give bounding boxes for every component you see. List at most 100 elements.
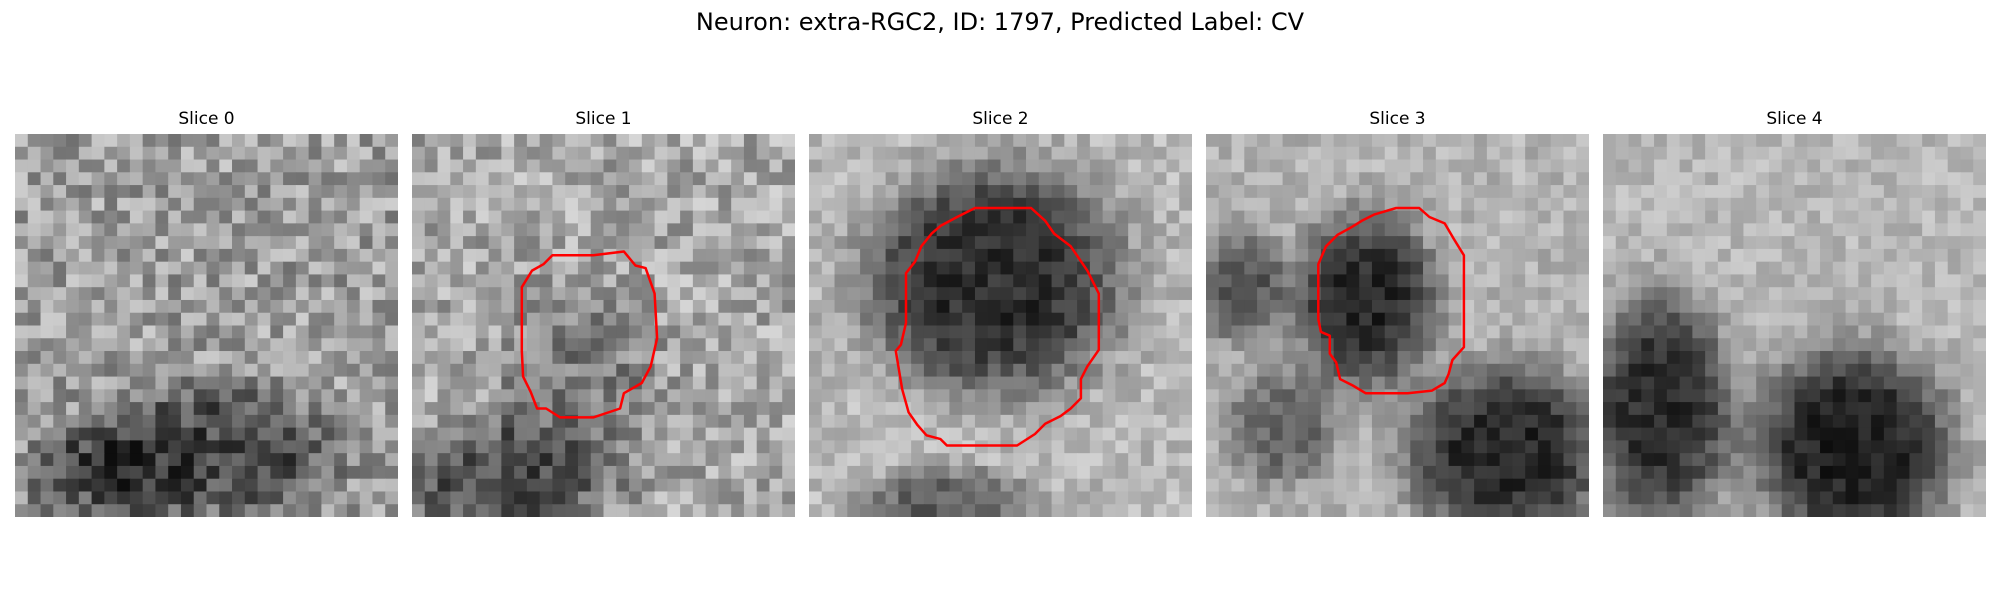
pixel: [359, 274, 374, 288]
pixel: [1934, 491, 1949, 505]
pixel: [847, 287, 861, 301]
pixel: [705, 185, 719, 199]
pixel: [577, 312, 592, 327]
pixel: [731, 197, 745, 212]
pixel: [1512, 376, 1526, 390]
pixel: [898, 172, 912, 186]
pixel: [53, 134, 67, 148]
pixel: [1333, 325, 1348, 339]
pixel: [168, 146, 182, 161]
pixel: [424, 223, 439, 237]
pixel: [1883, 351, 1898, 365]
pixel: [27, 491, 42, 505]
pixel: [539, 363, 554, 378]
pixel: [1269, 261, 1284, 276]
pixel: [616, 159, 630, 173]
pixel: [346, 338, 361, 352]
pixel: [654, 261, 668, 276]
pixel: [898, 351, 912, 365]
pixel: [1140, 248, 1155, 263]
pixel: [641, 146, 656, 161]
pixel: [705, 402, 719, 416]
pixel: [782, 325, 795, 339]
pixel: [1179, 504, 1192, 517]
pixel: [1973, 236, 1986, 250]
pixel: [1615, 402, 1630, 416]
pixel: [1550, 287, 1565, 301]
pixel: [1153, 223, 1168, 237]
pixel: [1692, 338, 1706, 352]
pixel: [308, 440, 322, 454]
pixel: [117, 197, 131, 212]
pixel: [1128, 389, 1142, 403]
pixel: [412, 402, 426, 416]
pixel: [334, 261, 348, 276]
pixel: [1947, 172, 1962, 186]
pixel: [1397, 299, 1411, 314]
pixel: [1448, 504, 1462, 517]
pixel: [1820, 287, 1834, 301]
pixel: [1102, 261, 1116, 276]
pixel: [616, 172, 630, 186]
pixel: [359, 325, 374, 339]
pixel: [667, 491, 681, 505]
pixel: [488, 389, 502, 403]
pixel: [1794, 197, 1808, 212]
pixel: [1883, 338, 1898, 352]
pixel: [1756, 197, 1770, 212]
pixel: [1576, 465, 1589, 480]
pixel: [53, 287, 67, 301]
pixel: [40, 389, 54, 403]
pixel: [1705, 146, 1719, 161]
pixel: [1947, 338, 1962, 352]
pixel: [1269, 185, 1284, 199]
pixel: [1641, 197, 1655, 212]
pixel: [27, 363, 42, 378]
pixel: [129, 134, 144, 148]
pixel: [1269, 414, 1284, 429]
pixel: [1282, 274, 1296, 288]
pixel: [1922, 414, 1936, 429]
pixel: [1077, 185, 1091, 199]
pixel: [142, 185, 157, 199]
pixel: [219, 248, 233, 263]
pixel: [1206, 248, 1220, 263]
pixel: [1461, 236, 1475, 250]
pixel: [1499, 261, 1513, 276]
pixel: [911, 299, 925, 314]
pixel: [834, 210, 848, 224]
pixel: [1257, 134, 1271, 148]
pixel: [654, 363, 668, 378]
pixel: [834, 197, 848, 212]
pixel: [1512, 453, 1526, 467]
pixel: [27, 402, 42, 416]
pixel: [450, 210, 464, 224]
pixel: [1576, 440, 1589, 454]
pixel: [1717, 427, 1732, 441]
pixel: [1384, 261, 1399, 276]
pixel: [283, 185, 297, 199]
pixel: [1410, 248, 1424, 263]
pixel: [1115, 312, 1129, 327]
pixel: [936, 402, 951, 416]
pixel: [1102, 210, 1116, 224]
pixel: [847, 402, 861, 416]
pixel: [295, 146, 310, 161]
pixel: [898, 146, 912, 161]
pixel: [66, 338, 80, 352]
pixel: [1576, 146, 1589, 161]
pixel: [1666, 440, 1681, 454]
pixel: [1973, 134, 1986, 148]
pixel: [66, 185, 80, 199]
pixel: [1525, 389, 1539, 403]
pixel: [629, 325, 643, 339]
pixel: [295, 338, 310, 352]
pixel: [283, 389, 297, 403]
pixel: [1179, 427, 1192, 441]
pixel: [475, 338, 490, 352]
pixel: [1947, 427, 1962, 441]
pixel: [1423, 248, 1437, 263]
pixel: [1257, 210, 1271, 224]
pixel: [1102, 159, 1116, 173]
pixel: [53, 453, 67, 467]
